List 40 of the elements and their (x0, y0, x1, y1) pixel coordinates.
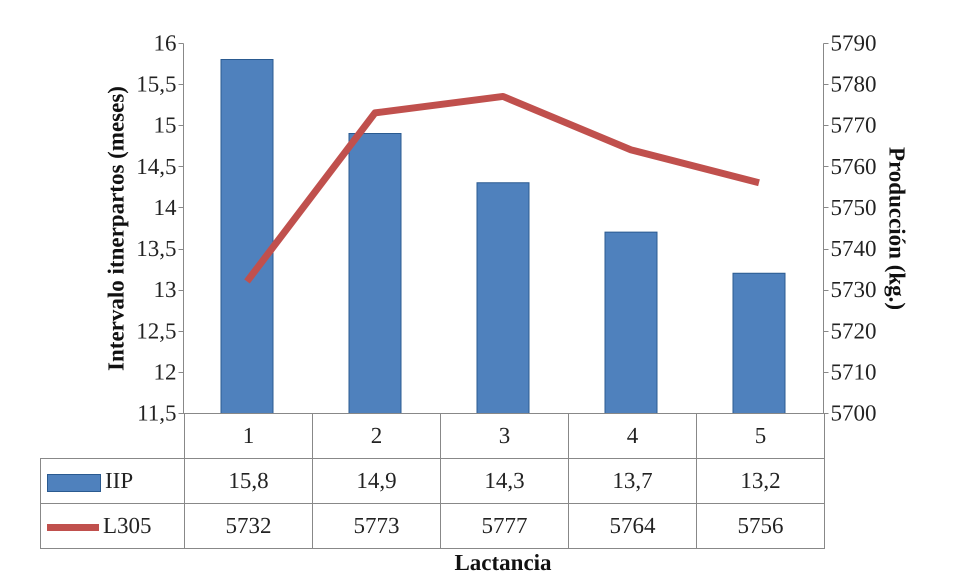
y2-tick-label: 5790 (830, 30, 876, 56)
y2-tick-label: 5720 (830, 318, 876, 344)
y-tick-label: 14,5 (136, 154, 176, 179)
y-axis-title: Intervalo itnerpartos (meses) (103, 86, 128, 371)
y2-tick-label: 5700 (830, 400, 876, 426)
data-label: 13,7 (568, 458, 696, 504)
y2-tick-label: 5770 (830, 112, 876, 138)
y-tick-label: 11,5 (137, 400, 176, 426)
data-label: 5756 (696, 504, 824, 548)
y2-tick-label: 5760 (830, 154, 876, 179)
y2-axis-title: Producción (kg.) (884, 146, 910, 310)
y-tick-label: 15,5 (136, 72, 176, 97)
x-tick-label: 1 (184, 414, 312, 458)
legend-label: L305 (103, 513, 152, 538)
y-tick-label: 13,5 (136, 236, 176, 262)
y-tick-label: 13 (154, 277, 176, 302)
x-tick-label: 4 (568, 414, 696, 458)
data-label: 5777 (440, 504, 568, 548)
data-label: 14,3 (440, 458, 568, 504)
y2-tick-label: 5780 (830, 72, 876, 97)
y2-tick-label: 5750 (830, 194, 876, 220)
y2-tick-label: 5740 (830, 236, 876, 262)
y2-tick-label: 5710 (830, 359, 876, 384)
data-label: 15,8 (184, 458, 312, 504)
y-tick-label: 12,5 (136, 318, 176, 344)
data-label: 13,2 (696, 458, 824, 504)
y-tick-label: 15 (154, 112, 176, 138)
y2-tick-label: 5730 (830, 277, 876, 302)
y-tick-label: 14 (154, 194, 177, 220)
x-axis-title: Lactancia (453, 550, 553, 576)
y-tick-label: 16 (154, 30, 176, 56)
x-tick-label: 2 (312, 414, 440, 458)
x-tick-label: 5 (696, 414, 824, 458)
legend-label: IIP (105, 468, 134, 493)
y-tick-label: 12 (154, 359, 176, 384)
data-label: 5732 (184, 504, 312, 548)
data-label: 5773 (312, 504, 440, 548)
data-label: 5764 (568, 504, 696, 548)
data-label: 14,9 (312, 458, 440, 504)
x-tick-label: 3 (440, 414, 568, 458)
